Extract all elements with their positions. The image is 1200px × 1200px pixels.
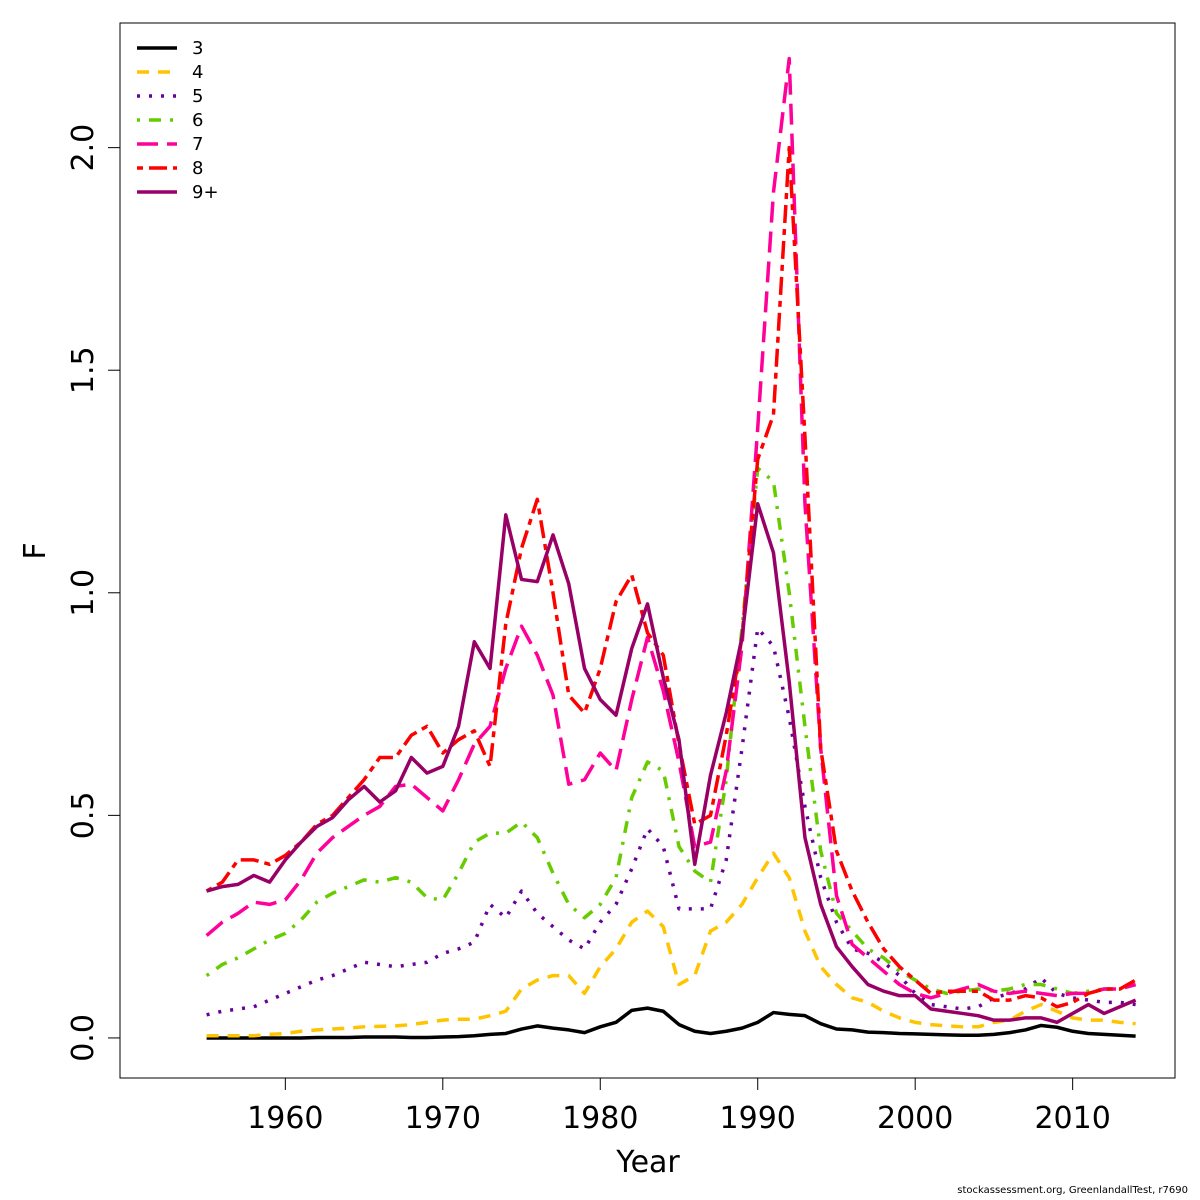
legend-label: 5 bbox=[192, 86, 203, 107]
legend-label: 3 bbox=[192, 38, 203, 59]
legend-label: 7 bbox=[192, 134, 203, 155]
x-tick-label: 1960 bbox=[247, 1101, 323, 1136]
legend-label: 8 bbox=[192, 158, 203, 179]
legend-label: 6 bbox=[192, 110, 203, 131]
series-line-8 bbox=[205, 145, 1137, 1009]
series-line-4 bbox=[206, 851, 1136, 1038]
series-line-5 bbox=[206, 626, 1136, 1017]
series-line-3 bbox=[206, 1006, 1136, 1040]
x-axis-title: Year bbox=[615, 1145, 680, 1180]
y-tick-label: 2.0 bbox=[66, 124, 101, 172]
y-tick-label: 0.0 bbox=[66, 1014, 101, 1062]
series-line-6 bbox=[205, 466, 1137, 996]
credit-footnote: stockassessment.org, GreenlandallTest, r… bbox=[957, 1185, 1188, 1196]
x-tick-label: 1970 bbox=[405, 1101, 481, 1136]
x-tick-label: 1990 bbox=[720, 1101, 796, 1136]
series-line-9plus bbox=[206, 502, 1137, 1025]
x-tick-label: 2000 bbox=[877, 1101, 953, 1136]
y-tick-label: 1.0 bbox=[66, 569, 101, 617]
series-layer bbox=[205, 56, 1137, 1040]
y-tick-label: 0.5 bbox=[66, 792, 101, 840]
legend-label: 4 bbox=[192, 62, 203, 83]
y-axis-title: F bbox=[18, 542, 53, 559]
series-line-7 bbox=[205, 56, 1137, 1000]
x-axis: 1960 1970 1980 1990 2000 2010 bbox=[247, 1077, 1111, 1136]
x-tick-label: 1980 bbox=[562, 1101, 638, 1136]
x-tick-label: 2010 bbox=[1034, 1101, 1110, 1136]
legend-label: 9+ bbox=[192, 182, 219, 203]
legend: 3 4 5 6 7 8 9+ bbox=[137, 38, 219, 203]
y-axis: 0.0 0.5 1.0 1.5 2.0 bbox=[66, 124, 121, 1062]
y-tick-label: 1.5 bbox=[66, 346, 101, 394]
plot-frame bbox=[119, 22, 1176, 1079]
